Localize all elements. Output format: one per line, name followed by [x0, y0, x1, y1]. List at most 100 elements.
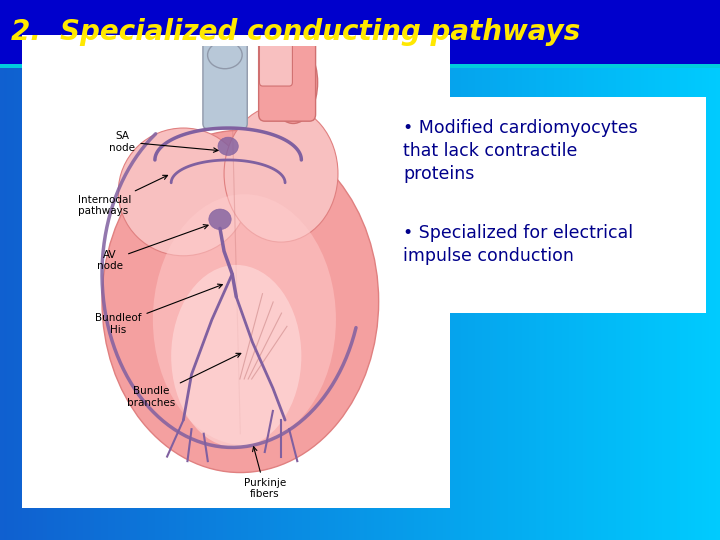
- Bar: [198, 0, 202, 540]
- Bar: [385, 97, 706, 313]
- Bar: [392, 0, 396, 540]
- Bar: [608, 0, 612, 540]
- Bar: [205, 0, 209, 540]
- Bar: [54, 0, 58, 540]
- Bar: [11, 0, 14, 540]
- Bar: [14, 0, 18, 540]
- Bar: [601, 0, 605, 540]
- Bar: [256, 0, 259, 540]
- Bar: [216, 0, 220, 540]
- Bar: [281, 0, 284, 540]
- Bar: [50, 0, 54, 540]
- Bar: [32, 0, 36, 540]
- Bar: [522, 0, 526, 540]
- Bar: [482, 0, 486, 540]
- Bar: [61, 0, 65, 540]
- Bar: [68, 0, 72, 540]
- Bar: [317, 0, 320, 540]
- Bar: [446, 0, 450, 540]
- FancyBboxPatch shape: [203, 31, 247, 129]
- Bar: [0, 0, 4, 540]
- Bar: [662, 0, 666, 540]
- Bar: [58, 0, 61, 540]
- Bar: [144, 0, 148, 540]
- Bar: [166, 0, 169, 540]
- Bar: [493, 0, 497, 540]
- Bar: [565, 0, 569, 540]
- Bar: [86, 0, 90, 540]
- Bar: [630, 0, 634, 540]
- Ellipse shape: [118, 128, 248, 256]
- Bar: [464, 0, 468, 540]
- Bar: [626, 0, 630, 540]
- FancyBboxPatch shape: [258, 25, 315, 121]
- Bar: [266, 0, 270, 540]
- Bar: [25, 0, 29, 540]
- Bar: [187, 0, 191, 540]
- Bar: [101, 0, 104, 540]
- Bar: [677, 0, 680, 540]
- Bar: [396, 0, 400, 540]
- Bar: [594, 0, 598, 540]
- Bar: [652, 0, 655, 540]
- Bar: [230, 0, 234, 540]
- Bar: [400, 0, 403, 540]
- Bar: [461, 0, 464, 540]
- Bar: [331, 0, 335, 540]
- Bar: [227, 0, 230, 540]
- Bar: [302, 0, 306, 540]
- Bar: [104, 0, 108, 540]
- Bar: [698, 0, 702, 540]
- Bar: [403, 0, 407, 540]
- Bar: [137, 0, 140, 540]
- Bar: [547, 0, 551, 540]
- Bar: [212, 0, 216, 540]
- Bar: [151, 0, 155, 540]
- Ellipse shape: [224, 105, 338, 242]
- Bar: [673, 0, 677, 540]
- Bar: [274, 0, 277, 540]
- Bar: [695, 0, 698, 540]
- Bar: [598, 0, 601, 540]
- Bar: [79, 0, 83, 540]
- Bar: [22, 35, 450, 508]
- Bar: [508, 0, 511, 540]
- Bar: [619, 0, 623, 540]
- Ellipse shape: [218, 137, 238, 156]
- Bar: [526, 0, 529, 540]
- Bar: [353, 0, 356, 540]
- Bar: [94, 0, 97, 540]
- Bar: [263, 0, 266, 540]
- Bar: [648, 0, 652, 540]
- Bar: [554, 0, 558, 540]
- Bar: [655, 0, 659, 540]
- Bar: [666, 0, 670, 540]
- Bar: [97, 0, 101, 540]
- Bar: [706, 0, 709, 540]
- Bar: [299, 0, 302, 540]
- Bar: [583, 0, 587, 540]
- Bar: [612, 0, 616, 540]
- Bar: [504, 0, 508, 540]
- Bar: [425, 0, 428, 540]
- Bar: [450, 0, 454, 540]
- Bar: [29, 0, 32, 540]
- Bar: [486, 0, 490, 540]
- Bar: [421, 0, 425, 540]
- Bar: [580, 0, 583, 540]
- Bar: [234, 0, 238, 540]
- Bar: [72, 0, 76, 540]
- Bar: [169, 0, 173, 540]
- Bar: [346, 0, 349, 540]
- Bar: [259, 0, 263, 540]
- Bar: [158, 0, 162, 540]
- Bar: [65, 0, 68, 540]
- Bar: [122, 0, 126, 540]
- Bar: [533, 0, 536, 540]
- Bar: [338, 0, 342, 540]
- Bar: [194, 0, 198, 540]
- Bar: [241, 0, 245, 540]
- Bar: [439, 0, 443, 540]
- Ellipse shape: [207, 42, 242, 69]
- Bar: [367, 0, 371, 540]
